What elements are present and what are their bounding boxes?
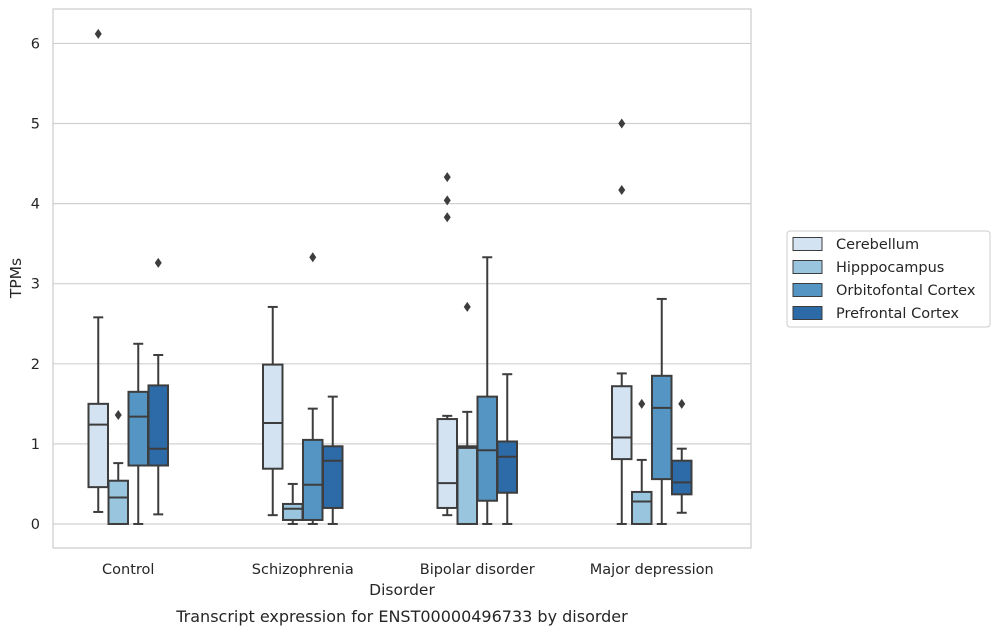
box-body bbox=[631, 490, 653, 525]
x-tick-label-2: Schizophrenia bbox=[252, 562, 354, 578]
legend-frame bbox=[786, 230, 991, 328]
legend: Cerebellum Hipppocampus Orbitofontal Corte… bbox=[786, 230, 991, 328]
legend-label-3: Orbitofontal Cortex bbox=[836, 283, 976, 299]
outlier-1 bbox=[94, 28, 102, 39]
x-tick-label-4: Major depression bbox=[590, 562, 714, 578]
y-tick-label-0: 0 bbox=[31, 517, 40, 533]
box-1-1 bbox=[87, 28, 109, 513]
legend-swatch-1 bbox=[792, 237, 823, 251]
outlier-1 bbox=[309, 252, 317, 263]
box-body bbox=[496, 440, 518, 494]
legend-swatch-2 bbox=[792, 260, 823, 274]
box-body bbox=[302, 438, 324, 521]
box-1-2 bbox=[262, 305, 284, 517]
y-tick-label-2: 2 bbox=[31, 357, 40, 373]
legend-label-4: Prefrontal Cortex bbox=[836, 306, 959, 322]
x-axis-label: Disorder bbox=[369, 581, 435, 599]
y-tick-label-5: 5 bbox=[31, 117, 40, 133]
box-layer bbox=[87, 28, 693, 525]
box-2-1 bbox=[107, 410, 129, 525]
box-4-2 bbox=[322, 395, 344, 525]
plot-frame bbox=[52, 8, 752, 549]
y-tick-label-4: 4 bbox=[31, 197, 40, 213]
x-tick-label-1: Control bbox=[102, 562, 154, 578]
box-body bbox=[262, 363, 284, 470]
box-3-3 bbox=[476, 256, 498, 525]
box-3-4 bbox=[651, 297, 673, 525]
y-tick-label-1: 1 bbox=[31, 437, 40, 453]
box-4-3 bbox=[496, 373, 518, 525]
box-body bbox=[147, 384, 169, 467]
outlier-1 bbox=[463, 301, 471, 312]
box-body bbox=[476, 395, 498, 502]
y-tick-label-3: 3 bbox=[31, 277, 40, 293]
x-tick-label-3: Bipolar disorder bbox=[420, 562, 535, 578]
box-3-1 bbox=[127, 342, 149, 525]
y-tick-label-6: 6 bbox=[31, 36, 40, 52]
outlier-1 bbox=[678, 398, 686, 409]
box-4-4 bbox=[671, 398, 693, 514]
y-tick-labels: 0 1 2 3 4 5 6 bbox=[31, 36, 40, 533]
box-body bbox=[611, 385, 633, 461]
legend-swatch-4 bbox=[792, 306, 823, 320]
box-body bbox=[436, 418, 458, 509]
box-2-4 bbox=[631, 398, 653, 525]
outlier-2 bbox=[618, 118, 626, 129]
box-body bbox=[107, 479, 129, 525]
box-body bbox=[127, 390, 149, 467]
box-body bbox=[651, 374, 673, 481]
box-2-3 bbox=[456, 301, 478, 525]
legend-swatch-3 bbox=[792, 283, 823, 297]
box-body bbox=[87, 402, 109, 489]
outlier-1 bbox=[154, 257, 162, 268]
box-body bbox=[282, 502, 304, 521]
chart-caption: Transcript expression for ENST0000049673… bbox=[175, 607, 628, 626]
box-body bbox=[322, 445, 344, 509]
x-tick-labels: Control Schizophrenia Bipolar disorder Majo… bbox=[102, 562, 714, 578]
box-1-4 bbox=[611, 118, 633, 525]
box-2-2 bbox=[282, 482, 304, 525]
box-body bbox=[456, 445, 478, 525]
box-4-1 bbox=[147, 257, 169, 516]
outlier-1 bbox=[114, 410, 122, 421]
box-body bbox=[671, 459, 693, 496]
y-axis-label: TPMs bbox=[7, 258, 25, 299]
grid-layer bbox=[53, 42, 751, 525]
outlier-3 bbox=[443, 172, 451, 183]
legend-label-1: Cerebellum bbox=[836, 237, 919, 253]
outlier-1 bbox=[443, 212, 451, 223]
outlier-1 bbox=[618, 185, 626, 196]
outlier-1 bbox=[638, 398, 646, 409]
legend-label-2: Hipppocampus bbox=[836, 260, 944, 276]
box-3-2 bbox=[302, 252, 324, 525]
outlier-2 bbox=[443, 195, 451, 206]
box-1-3 bbox=[436, 172, 458, 517]
